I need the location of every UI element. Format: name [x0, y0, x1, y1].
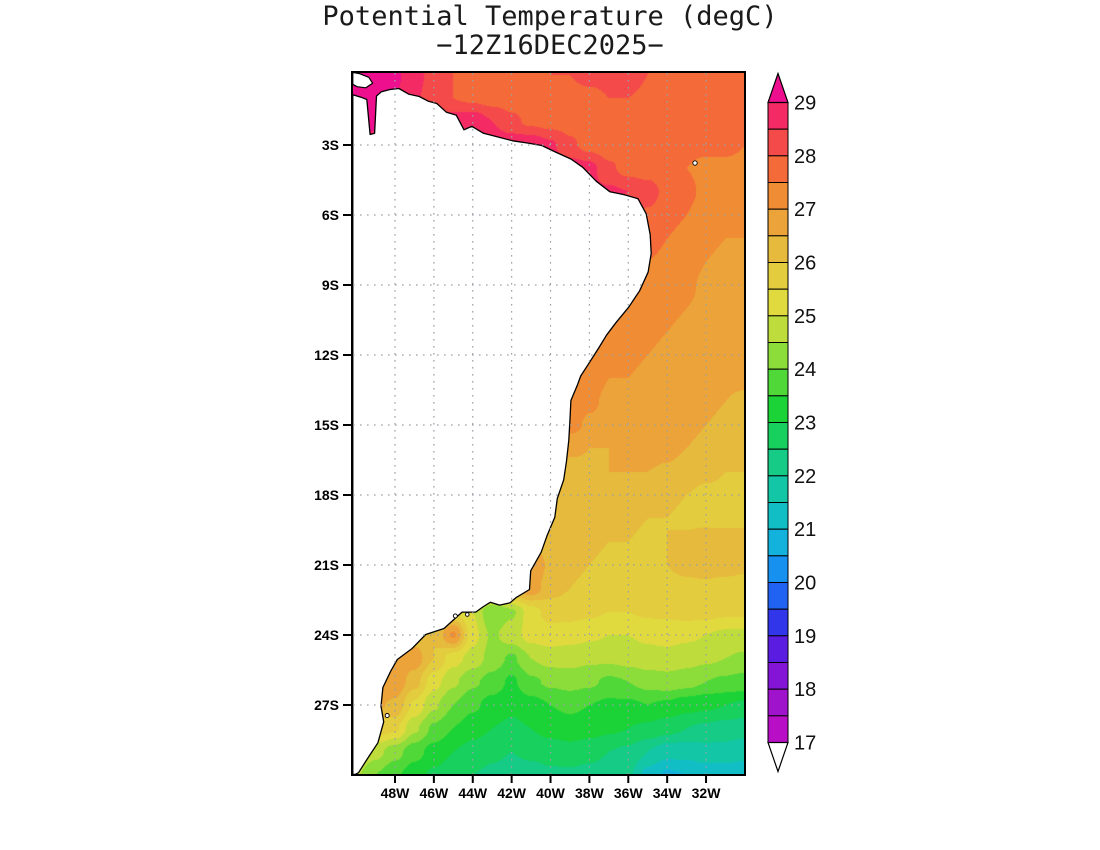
colorbar-segment [767, 315, 789, 343]
colorbar-label: 20 [794, 573, 816, 595]
plot-title-block: Potential Temperature (degC) −12Z16DEC20… [0, 2, 1100, 60]
lon-tick-label: 34W [653, 785, 683, 801]
plot-title: Potential Temperature (degC) [322, 1, 778, 32]
colorbar-segment [767, 208, 789, 237]
colorbar-under-arrow [767, 741, 789, 774]
colorbar-label: 18 [794, 679, 816, 701]
colorbar-segment [767, 262, 789, 290]
colorbar-over-arrow [767, 71, 789, 104]
colorbar-segment [767, 448, 789, 477]
lat-tick-label: 12S [314, 347, 339, 363]
colorbar-segment [767, 662, 789, 690]
lat-tick-label: 21S [314, 557, 339, 573]
colorbar-segment [767, 128, 789, 157]
colorbar-label: 17 [794, 733, 816, 755]
lon-tick-label: 40W [536, 785, 566, 801]
lat-tick-label: 3S [322, 137, 339, 153]
colorbar-segment [767, 102, 789, 130]
lat-tick-label: 27S [314, 697, 339, 713]
lat-tick-label: 6S [322, 207, 339, 223]
land-mask-island [352, 71, 374, 89]
colorbar-segment [767, 395, 789, 423]
islet [692, 160, 698, 166]
lon-tick-label: 46W [419, 785, 449, 801]
colorbar-label: 27 [794, 199, 816, 221]
colorbar-segment [767, 715, 789, 744]
lon-tick-label: 44W [458, 785, 488, 801]
lat-tick-label: 18S [314, 487, 339, 503]
colorbar-label: 22 [794, 466, 816, 488]
colorbar-segment [767, 155, 789, 184]
colorbar-label: 21 [794, 519, 816, 541]
lon-tick-label: 42W [497, 785, 527, 801]
colorbar-label: 24 [794, 359, 816, 381]
colorbar-segment [767, 502, 789, 530]
lon-tick-label: 32W [692, 785, 722, 801]
colorbar-segment [767, 688, 789, 717]
lat-tick-label: 24S [314, 627, 339, 643]
lat-tick-label: 15S [314, 417, 339, 433]
colorbar-label: 28 [794, 146, 816, 168]
colorbar-label: 26 [794, 253, 816, 275]
plot-subtitle-datestamp: −12Z16DEC2025− [436, 30, 664, 61]
islet [384, 713, 390, 718]
islet [452, 613, 458, 619]
map-frame [351, 71, 746, 776]
colorbar-label: 19 [794, 626, 816, 648]
colorbar-segment [767, 182, 789, 210]
colorbar-label: 23 [794, 413, 816, 435]
colorbar-segment [767, 475, 789, 503]
colorbar-label: 29 [794, 93, 816, 115]
colorbar-segment [767, 555, 789, 584]
colorbar-segment [767, 582, 789, 610]
colorbar-segment [767, 608, 789, 637]
lon-tick-label: 48W [381, 785, 411, 801]
colorbar-segment [767, 528, 789, 557]
lon-tick-label: 36W [614, 785, 644, 801]
colorbar-segment [767, 422, 789, 450]
colorbar-segment [767, 235, 789, 264]
colorbar-label: 25 [794, 306, 816, 328]
colorbar-segment [767, 368, 789, 397]
lat-tick-label: 9S [322, 277, 339, 293]
lon-tick-label: 38W [575, 785, 605, 801]
islet [465, 612, 470, 617]
colorbar-segment [767, 288, 789, 317]
colorbar-segment [767, 342, 789, 370]
land-mask-mainland [352, 87, 652, 776]
colorbar-segment [767, 635, 789, 664]
